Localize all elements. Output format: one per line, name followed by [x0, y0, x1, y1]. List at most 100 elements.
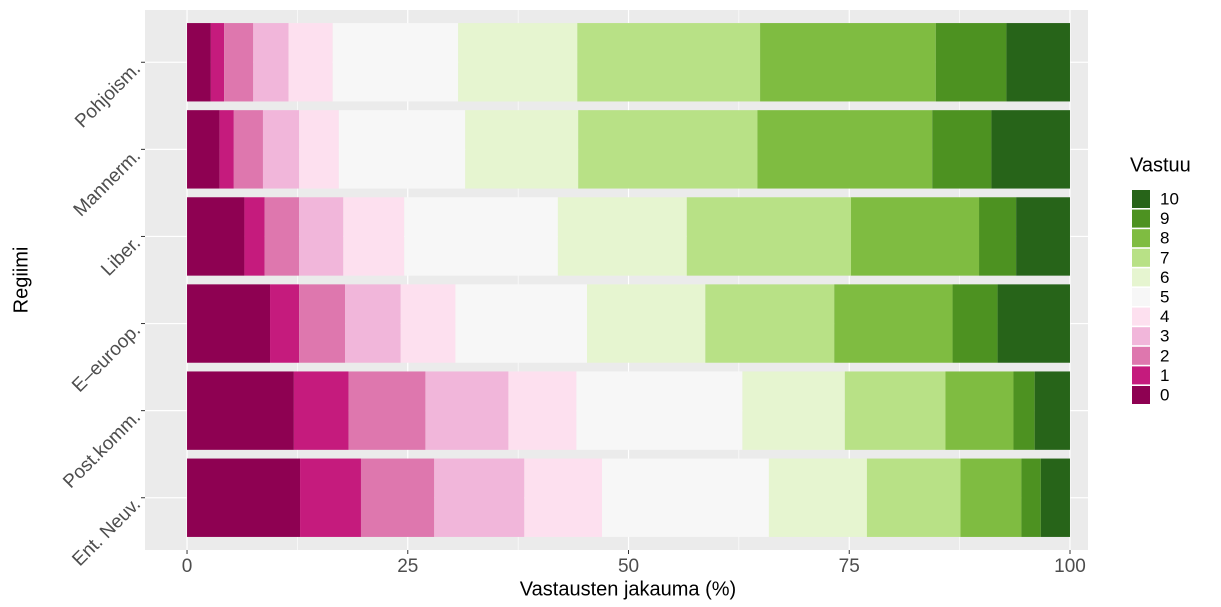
bar-segment: [742, 371, 845, 450]
y-tick-label: Post.komm.: [59, 407, 145, 493]
bar-segment: [557, 197, 687, 276]
bar-segment: [524, 458, 603, 537]
bar-segment: [299, 197, 344, 276]
bar-segment: [945, 371, 1014, 450]
bar-segment: [299, 284, 346, 363]
bar-segment: [219, 110, 234, 189]
y-tick-label: E–euroop.: [68, 320, 145, 397]
x-tick-label: 0: [182, 556, 193, 577]
bar-segment: [425, 371, 509, 450]
bar-segment: [705, 284, 835, 363]
bar-segment: [187, 371, 294, 450]
bar-segment: [1021, 458, 1041, 537]
bar-segment: [244, 197, 265, 276]
bar-segment: [1006, 23, 1070, 102]
legend-label: 4: [1160, 307, 1169, 326]
bar-segment: [404, 197, 558, 276]
y-tick-label: Mannerm.: [70, 146, 145, 221]
bar-segment: [270, 284, 300, 363]
bar-segment: [187, 110, 220, 189]
bar-segment: [458, 23, 578, 102]
bar-segment: [844, 371, 946, 450]
bar-segment: [760, 23, 936, 102]
bar-segment: [338, 110, 466, 189]
bar-segment: [952, 284, 998, 363]
legend-label: 0: [1160, 385, 1169, 404]
bar-segment: [851, 197, 980, 276]
y-tick-label: Ent. Neuv.: [68, 494, 145, 571]
bar-segment: [345, 284, 401, 363]
bar-segment: [299, 110, 339, 189]
bar-segment: [1016, 197, 1070, 276]
bar-segment: [332, 23, 459, 102]
bar-segment: [465, 110, 579, 189]
bar-segment: [979, 197, 1017, 276]
bar-segment: [960, 458, 1022, 537]
bar-segment: [577, 23, 761, 102]
legend-key: [1132, 209, 1150, 228]
bar-segment: [288, 23, 333, 102]
bar-segment: [1013, 371, 1035, 450]
bar-segment: [768, 458, 867, 537]
y-tick-label: Liber.: [97, 233, 145, 281]
x-tick-label: 75: [839, 556, 860, 577]
bar-segment: [210, 23, 225, 102]
bar-segment: [866, 458, 961, 537]
legend-key: [1132, 248, 1150, 267]
bar-segment: [935, 23, 1007, 102]
bar-segment: [343, 197, 405, 276]
legend-label: 2: [1160, 346, 1169, 365]
legend-key: [1132, 366, 1150, 385]
bar-segment: [578, 110, 758, 189]
legend-key: [1132, 288, 1150, 306]
x-tick-label: 50: [618, 556, 639, 577]
bar-segment: [932, 110, 992, 189]
legend-key: [1132, 229, 1150, 248]
bar-segment: [587, 284, 706, 363]
bar-segment: [224, 23, 254, 102]
x-tick-label: 100: [1054, 556, 1086, 577]
bar-segment: [576, 371, 743, 450]
legend-key: [1132, 190, 1150, 208]
legend-key: [1132, 327, 1150, 346]
bar-segment: [508, 371, 577, 450]
legend-label: 6: [1160, 268, 1169, 287]
x-tick-label: 25: [397, 556, 418, 577]
legend-key: [1132, 307, 1150, 326]
legend-label: 7: [1160, 248, 1169, 267]
bar-segment: [187, 284, 271, 363]
legend-label: 5: [1160, 287, 1169, 306]
bar-segment: [757, 110, 933, 189]
legend-label: 3: [1160, 327, 1169, 346]
bar-segment: [400, 284, 456, 363]
bar-segment: [187, 458, 301, 537]
y-tick-label: Pohjoism.: [71, 58, 145, 132]
bar-segment: [834, 284, 953, 363]
bar-segment: [991, 110, 1070, 189]
legend-label: 10: [1160, 189, 1179, 208]
bar-segment: [348, 371, 426, 450]
bar-segment: [253, 23, 289, 102]
legend-key: [1132, 386, 1150, 404]
legend-label: 8: [1160, 229, 1169, 248]
legend-label: 1: [1160, 366, 1169, 385]
legend-key: [1132, 346, 1150, 365]
bar-segment: [686, 197, 852, 276]
legend-label: 9: [1160, 209, 1169, 228]
bar-segment: [455, 284, 588, 363]
bar-segment: [1034, 371, 1070, 450]
bar-segment: [300, 458, 361, 537]
bar-segment: [602, 458, 769, 537]
bar-segment: [1040, 458, 1070, 537]
legend-key: [1132, 268, 1150, 287]
bar-segment: [360, 458, 435, 537]
bar-segment: [262, 110, 300, 189]
bar-segment: [264, 197, 300, 276]
bar-segment: [434, 458, 525, 537]
bar-segment: [997, 284, 1070, 363]
legend-title: Vastuu: [1130, 154, 1191, 176]
bar-segment: [187, 23, 211, 102]
bar-segment: [187, 197, 245, 276]
y-axis-title: Regiimi: [10, 247, 32, 314]
